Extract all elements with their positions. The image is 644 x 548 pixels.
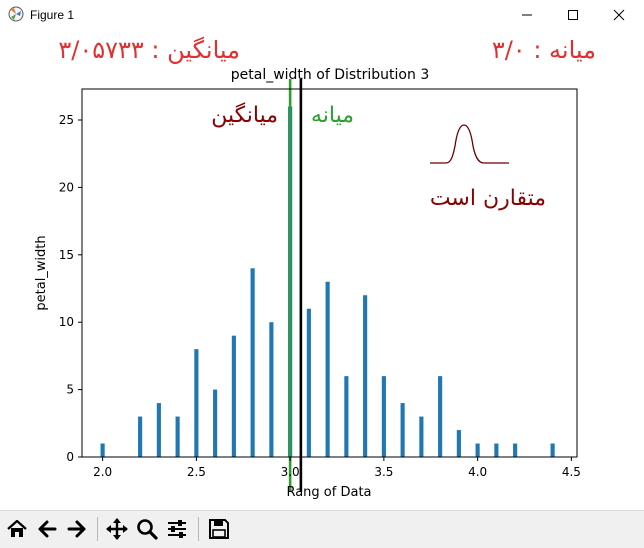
histogram-bar <box>550 443 555 457</box>
close-icon <box>613 9 625 21</box>
close-button[interactable] <box>596 0 642 30</box>
histogram-bar <box>419 416 424 457</box>
pan-icon <box>106 518 128 540</box>
histogram-bar <box>194 349 199 457</box>
home-icon <box>7 519 27 537</box>
matplotlib-icon <box>8 6 24 22</box>
histogram-bar <box>456 430 461 457</box>
plot-frame <box>81 88 578 458</box>
configure-icon <box>168 520 186 538</box>
minimize-button[interactable] <box>504 0 550 30</box>
back-button[interactable] <box>34 515 60 543</box>
histogram-bar <box>438 376 443 457</box>
x-tick-label: 3.5 <box>374 465 393 479</box>
y-tick-label: 20 <box>59 180 74 194</box>
configure-subplots-button[interactable] <box>164 515 190 543</box>
pan-button[interactable] <box>104 515 130 543</box>
zoom-icon <box>137 519 158 540</box>
x-tick-label: 4.0 <box>468 465 487 479</box>
median-value-text: میانه : ۳/۰ <box>492 36 596 64</box>
maximize-icon <box>568 10 578 20</box>
x-tick-label: 2.0 <box>93 465 112 479</box>
save-button[interactable] <box>206 515 232 543</box>
histogram-bar <box>213 389 218 457</box>
mean-line-label: میانگین <box>211 102 278 128</box>
y-tick-label: 10 <box>59 315 74 329</box>
histogram-bar <box>513 443 518 457</box>
navigation-toolbar <box>0 510 644 548</box>
histogram-bar <box>475 443 480 457</box>
home-button[interactable] <box>4 515 30 543</box>
window-title: Figure 1 <box>30 8 75 22</box>
histogram-bar <box>156 403 161 457</box>
histogram-bar <box>100 443 105 457</box>
histogram-bar <box>250 268 255 457</box>
bell-curve-icon <box>430 124 509 164</box>
histogram-bar <box>325 281 330 457</box>
y-tick-label: 15 <box>59 248 74 262</box>
x-tick-label: 2.5 <box>187 465 206 479</box>
toolbar-separator <box>198 517 199 541</box>
histogram-bar <box>306 308 311 457</box>
maximize-button[interactable] <box>550 0 596 30</box>
symmetric-label: متقارن است <box>430 186 546 211</box>
y-tick-label: 5 <box>66 383 74 397</box>
median-line-label: میانه <box>311 103 354 128</box>
histogram-bar <box>175 416 180 457</box>
histogram-bar <box>231 335 236 457</box>
y-axis-ticks: 0 5 10 15 20 25 <box>59 113 82 464</box>
histogram-bar <box>381 376 386 457</box>
y-axis-label: petal_width <box>34 235 49 310</box>
back-icon <box>38 520 57 538</box>
save-icon <box>209 519 229 539</box>
figure-canvas: میانگین : ۳/۰۵۷۳۳ میانه : ۳/۰ petal_widt… <box>34 36 596 500</box>
histogram-bar <box>269 322 274 457</box>
histogram-bar <box>363 295 368 457</box>
mean-value-text: میانگین : ۳/۰۵۷۳۳ <box>58 36 240 64</box>
histogram-bar <box>494 443 499 457</box>
toolbar-separator <box>97 517 98 541</box>
zoom-button[interactable] <box>134 515 160 543</box>
y-tick-label: 25 <box>59 113 74 127</box>
x-axis-label: Rang of Data <box>286 485 371 500</box>
window-titlebar: Figure 1 <box>0 0 644 30</box>
minimize-icon <box>522 14 532 16</box>
forward-button[interactable] <box>64 515 90 543</box>
x-tick-label: 4.5 <box>562 465 581 479</box>
x-tick-label: 3.0 <box>281 465 300 479</box>
histogram-bar <box>138 416 143 457</box>
forward-icon <box>67 520 86 538</box>
x-axis-ticks: 2.0 2.5 3.0 3.5 4.0 4.5 <box>93 457 581 479</box>
chart-title: petal_width of Distribution 3 <box>231 67 429 83</box>
histogram-bar <box>400 403 405 457</box>
y-tick-label: 0 <box>66 450 74 464</box>
histogram-bar <box>344 376 349 457</box>
